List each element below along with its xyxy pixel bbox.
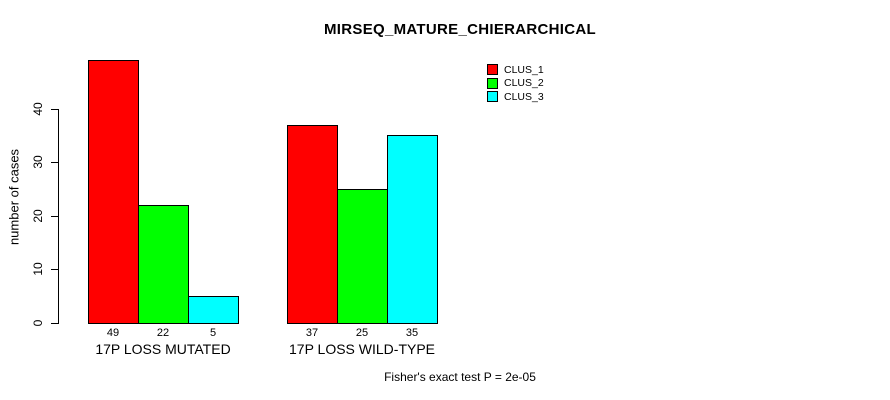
y-tick-mark (51, 215, 58, 217)
chart-title: MIRSEQ_MATURE_CHIERARCHICAL (324, 21, 596, 38)
bar-clus_3-group1 (188, 296, 239, 324)
y-tick-label: 0 (31, 319, 45, 327)
bar-clus_1-group2 (287, 124, 338, 324)
bar-value-label: 22 (156, 327, 170, 339)
y-tick-label: 10 (31, 262, 45, 277)
y-tick-mark (51, 269, 58, 271)
bar-value-label: 5 (209, 327, 217, 339)
legend-label: CLUS_1 (504, 63, 544, 76)
annotation-text: Fisher's exact test P = 2e-05 (384, 370, 536, 384)
y-tick-mark (51, 162, 58, 164)
y-tick-mark (51, 108, 58, 110)
legend-item: CLUS_3 (487, 90, 544, 104)
y-axis-label: number of cases (6, 148, 22, 246)
legend-color-swatch (487, 64, 498, 76)
y-tick-label: 40 (31, 101, 45, 116)
legend: CLUS_1 CLUS_2 CLUS_3 (487, 63, 544, 104)
bar-clus_1-group1 (88, 60, 139, 324)
legend-label: CLUS_3 (504, 90, 544, 103)
bar-clus_2-group1 (138, 205, 189, 324)
y-tick-mark (51, 323, 58, 324)
category-label: 17P LOSS WILD-TYPE (288, 341, 436, 357)
y-tick-label: 20 (31, 209, 45, 223)
y-tick-label: 30 (31, 155, 45, 169)
legend-color-swatch (487, 91, 498, 103)
legend-item: CLUS_2 (487, 77, 544, 91)
bar-value-label: 25 (355, 327, 369, 339)
y-axis-line (58, 108, 59, 324)
legend-label: CLUS_2 (504, 77, 544, 90)
legend-item: CLUS_1 (487, 63, 544, 77)
bar-value-label: 37 (305, 327, 319, 339)
category-label: 17P LOSS MUTATED (95, 341, 231, 357)
bar-value-label: 35 (405, 327, 419, 339)
bar-value-label: 49 (106, 327, 120, 339)
bar-clus_3-group2 (387, 135, 438, 324)
legend-color-swatch (487, 77, 498, 89)
bar-clus_2-group2 (337, 188, 388, 324)
